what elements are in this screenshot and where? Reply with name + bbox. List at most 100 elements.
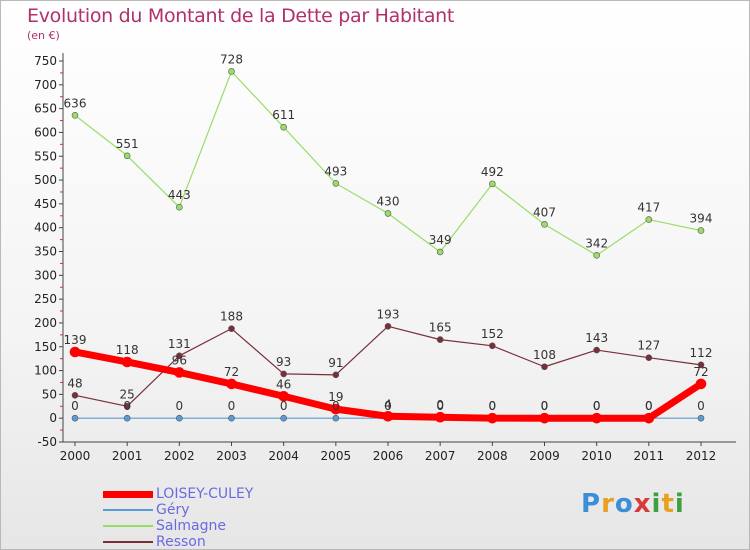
data-label-g-ry: 0 xyxy=(280,399,288,413)
y-tick-label: 400 xyxy=(34,221,57,235)
data-label-resson: 152 xyxy=(481,327,504,341)
data-point-g-ry xyxy=(332,414,340,422)
x-tick-label: 2007 xyxy=(425,449,456,463)
logo-letter: P xyxy=(581,489,602,519)
data-label-g-ry: 0 xyxy=(436,399,444,413)
data-point-g-ry xyxy=(280,414,287,422)
data-point-resson xyxy=(384,322,392,330)
logo-letter: i xyxy=(674,489,685,519)
data-point-resson xyxy=(123,402,131,410)
data-label-salmagne: 430 xyxy=(377,194,400,208)
data-point-salmagne xyxy=(228,68,235,75)
data-point-salmagne xyxy=(697,227,705,234)
data-label-salmagne: 443 xyxy=(168,188,191,202)
data-label-g-ry: 0 xyxy=(71,399,79,413)
data-point-salmagne xyxy=(123,152,131,160)
y-tick-label: 50 xyxy=(42,387,57,401)
legend-swatch-resson xyxy=(103,541,153,543)
data-label-resson: 193 xyxy=(377,307,400,321)
data-point-g-ry xyxy=(176,414,183,422)
x-tick-label: 2005 xyxy=(321,449,352,463)
legend-label-resson: Resson xyxy=(156,534,206,550)
data-point-resson xyxy=(645,354,653,362)
data-label-loisey-culey: 19 xyxy=(328,390,343,404)
data-point-resson xyxy=(489,342,496,350)
data-point-loisey-culey xyxy=(121,356,133,368)
data-label-loisey-culey: 0 xyxy=(593,399,601,413)
data-point-salmagne xyxy=(436,248,444,256)
legend-swatch-g-ry xyxy=(103,509,153,511)
data-label-loisey-culey: 72 xyxy=(224,365,239,379)
data-label-g-ry: 0 xyxy=(384,399,392,413)
data-label-loisey-culey: 46 xyxy=(276,377,291,391)
data-label-loisey-culey: 0 xyxy=(436,398,444,412)
data-label-salmagne: 611 xyxy=(272,108,295,122)
data-label-salmagne: 492 xyxy=(481,165,504,179)
proxiti-logo: Proxiti xyxy=(581,489,685,519)
data-point-resson xyxy=(697,361,705,369)
data-label-g-ry: 0 xyxy=(541,399,549,413)
data-label-g-ry: 0 xyxy=(593,399,601,413)
data-point-g-ry xyxy=(71,414,79,422)
y-tick-label: 150 xyxy=(34,340,57,354)
data-point-salmagne xyxy=(384,210,392,217)
data-label-resson: 165 xyxy=(429,321,452,335)
data-point-loisey-culey xyxy=(69,346,81,358)
logo-letter: o xyxy=(614,489,634,519)
data-point-salmagne xyxy=(176,203,183,211)
data-point-loisey-culey xyxy=(174,367,185,378)
series-line-salmagne xyxy=(74,70,702,256)
data-label-resson: 48 xyxy=(67,376,82,390)
data-label-salmagne: 342 xyxy=(585,236,608,250)
data-label-resson: 131 xyxy=(168,337,191,351)
data-label-g-ry: 0 xyxy=(489,399,497,413)
data-point-resson xyxy=(436,336,444,343)
data-point-resson xyxy=(228,325,235,332)
data-point-salmagne xyxy=(645,216,653,223)
data-point-resson xyxy=(176,352,183,360)
data-label-loisey-culey: 4 xyxy=(384,397,392,411)
y-tick-label: 450 xyxy=(34,197,57,211)
data-point-loisey-culey xyxy=(278,390,289,402)
data-label-resson: 93 xyxy=(276,355,291,369)
y-tick-label: 600 xyxy=(34,125,57,139)
data-point-loisey-culey xyxy=(539,412,550,424)
x-tick-label: 2009 xyxy=(529,449,560,463)
legend-label-loisey-culey: LOISEY-CULEY xyxy=(156,486,254,502)
data-label-g-ry: 0 xyxy=(697,399,705,413)
data-point-resson xyxy=(71,392,79,399)
data-label-salmagne: 417 xyxy=(637,201,660,215)
data-label-g-ry: 0 xyxy=(123,399,131,413)
data-point-salmagne xyxy=(593,252,600,259)
y-tick-label: 700 xyxy=(34,78,57,92)
data-label-resson: 112 xyxy=(690,346,713,360)
legend-swatch-salmagne xyxy=(103,525,153,527)
y-tick-label: 500 xyxy=(34,173,57,187)
x-tick-label: 2002 xyxy=(164,449,195,463)
data-point-loisey-culey xyxy=(330,403,342,415)
data-point-g-ry xyxy=(228,414,235,422)
logo-letter: x xyxy=(633,489,652,519)
data-label-resson: 127 xyxy=(637,339,660,353)
legend-label-salmagne: Salmagne xyxy=(156,518,226,534)
data-point-loisey-culey xyxy=(487,412,498,424)
data-point-resson xyxy=(541,363,548,371)
x-tick-label: 2004 xyxy=(268,449,299,463)
data-point-loisey-culey xyxy=(434,411,446,423)
data-point-loisey-culey xyxy=(226,378,237,390)
data-point-g-ry xyxy=(697,414,705,422)
x-tick-label: 2011 xyxy=(634,449,665,463)
data-label-loisey-culey: 0 xyxy=(489,399,497,413)
logo-letter: r xyxy=(601,489,615,519)
data-label-salmagne: 636 xyxy=(64,96,87,110)
data-point-salmagne xyxy=(332,180,340,187)
data-point-loisey-culey xyxy=(382,410,394,422)
data-label-salmagne: 493 xyxy=(324,164,347,178)
legend-label-g-ry: Géry xyxy=(156,502,190,518)
data-label-g-ry: 0 xyxy=(228,399,236,413)
x-tick-label: 2010 xyxy=(581,449,612,463)
chart-subtitle: (en €) xyxy=(27,29,60,42)
data-label-loisey-culey: 72 xyxy=(693,365,708,379)
y-tick-label: 650 xyxy=(34,102,57,116)
x-tick-label: 2006 xyxy=(373,449,404,463)
